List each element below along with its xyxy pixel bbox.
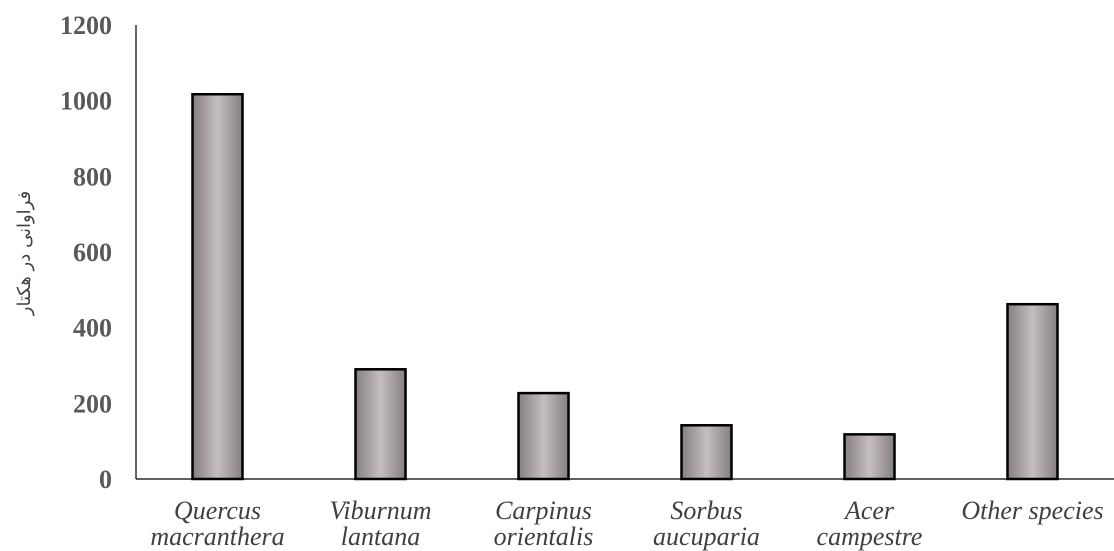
x-tick-label: lantana [341,522,420,551]
bars [191,92,1059,481]
bar [191,92,244,481]
x-tick-label: campestre [817,522,923,551]
x-tick-label: Other species [961,496,1103,525]
x-tick-label: aucuparia [653,522,760,551]
y-tick-label: 1200 [60,11,112,40]
x-tick-label: Sorbus [670,496,742,525]
bar [517,391,570,481]
x-tick-label: orientalis [494,522,594,551]
x-tick-label: Acer [843,496,895,525]
y-axis-ticks: 0 200 400 600 800 1000 1200 [60,11,112,494]
bar [1006,302,1059,481]
y-tick-label: 400 [73,314,112,343]
bar [843,433,896,481]
y-tick-label: 600 [73,238,112,267]
y-tick-label: 1000 [60,87,112,116]
y-tick-label: 800 [73,162,112,191]
x-tick-label: Quercus [174,496,261,525]
bar [680,424,733,481]
y-tick-label: 0 [99,465,112,494]
x-tick-label: Carpinus [495,496,592,525]
x-tick-label: macranthera [150,522,284,551]
x-tick-label: Viburnum [329,496,431,525]
y-tick-label: 200 [73,389,112,418]
bar [354,368,407,481]
y-axis-label: فراوانی در هکتار [14,191,35,316]
